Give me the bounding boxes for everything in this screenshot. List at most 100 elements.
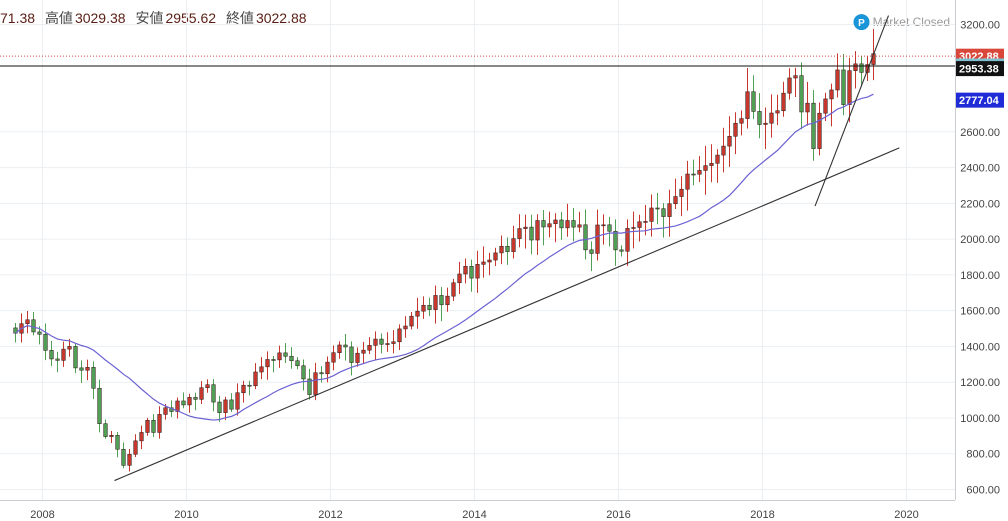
candle-body <box>625 228 630 252</box>
candle <box>673 178 678 209</box>
candle <box>727 116 732 167</box>
candle-body <box>205 384 210 389</box>
candle-body <box>577 224 582 228</box>
candle <box>133 434 138 457</box>
candle-body <box>499 245 504 254</box>
y-tick-label: 1400.00 <box>960 341 1000 353</box>
candle <box>115 432 120 458</box>
candle-body <box>61 348 66 361</box>
candle-body <box>571 220 576 228</box>
candle-body <box>673 196 678 205</box>
candle <box>793 67 798 97</box>
candle-body <box>223 399 228 413</box>
candle-body <box>451 282 456 297</box>
high-label: 高値 <box>44 10 73 26</box>
candle <box>715 149 720 183</box>
candle <box>43 323 48 361</box>
candle-body <box>373 338 378 346</box>
candle-body <box>349 346 354 363</box>
candle-body <box>787 77 792 94</box>
candle-body <box>619 249 624 252</box>
event-marker-icon[interactable]: P <box>853 14 870 31</box>
candle-body <box>181 400 186 406</box>
candle-body <box>469 265 474 279</box>
candle-body <box>475 264 480 279</box>
short-term-trendline[interactable] <box>814 15 890 207</box>
candle <box>193 392 198 411</box>
open-value-fragment: 71.38 <box>0 10 36 26</box>
candle <box>367 337 372 355</box>
candle <box>733 112 738 155</box>
candle-body <box>307 378 312 395</box>
x-tick-label: 2014 <box>462 509 486 521</box>
x-tick-label: 2008 <box>30 509 54 521</box>
candle <box>811 90 816 161</box>
candle-body <box>523 226 528 229</box>
candle-body <box>751 91 756 112</box>
candle <box>139 425 144 450</box>
candle-body <box>145 419 150 433</box>
candle-body <box>589 249 594 254</box>
candle-body <box>199 387 204 400</box>
candle <box>829 83 834 127</box>
candle <box>589 241 594 272</box>
candle-body <box>133 440 138 455</box>
candle-body <box>649 207 654 222</box>
candle-body <box>709 162 714 166</box>
candle-body <box>271 359 276 361</box>
candle-body <box>277 352 282 361</box>
candle <box>67 338 72 357</box>
candle <box>775 94 780 126</box>
candle-body <box>745 91 750 119</box>
candle <box>481 246 486 278</box>
candle <box>751 75 756 120</box>
low-label: 安値 <box>135 10 164 26</box>
candle-body <box>397 328 402 343</box>
y-tick-label: 800.00 <box>966 449 1000 461</box>
candle-body <box>253 371 258 387</box>
long-term-trendline[interactable] <box>114 147 900 482</box>
candle <box>763 107 768 150</box>
candle <box>457 261 462 295</box>
candle <box>529 214 534 255</box>
candle-body <box>433 295 438 310</box>
candle-body <box>43 333 48 351</box>
candle-body <box>295 360 300 367</box>
candle-body <box>409 315 414 327</box>
candle <box>469 259 474 292</box>
candle-body <box>715 154 720 164</box>
candle-body <box>187 397 192 406</box>
candle-body <box>217 401 222 413</box>
candle <box>421 296 426 319</box>
candle <box>259 357 264 380</box>
candle-body <box>805 102 810 113</box>
candle <box>313 362 318 401</box>
candle-body <box>697 170 702 175</box>
candle-body <box>385 343 390 345</box>
y-tick-label: 1800.00 <box>960 270 1000 282</box>
candle-body <box>265 359 270 368</box>
candle <box>499 235 504 265</box>
candle <box>181 392 186 409</box>
candle <box>217 395 222 422</box>
candle <box>73 343 78 374</box>
candle <box>205 379 210 393</box>
candle <box>145 417 150 436</box>
candle-body <box>631 227 636 229</box>
candle <box>523 214 528 249</box>
candles <box>13 28 876 472</box>
candle <box>85 359 90 381</box>
close-label: 終値 <box>225 10 254 26</box>
candle <box>235 383 240 416</box>
candle <box>709 144 714 183</box>
candle <box>379 333 384 354</box>
candle-body <box>811 102 816 149</box>
candle-body <box>583 224 588 251</box>
candle <box>79 360 84 383</box>
candle-body <box>73 346 78 369</box>
candle-body <box>229 399 234 410</box>
y-tick-label: 2400.00 <box>960 163 1000 175</box>
candle <box>385 332 390 352</box>
candle-body <box>445 295 450 306</box>
